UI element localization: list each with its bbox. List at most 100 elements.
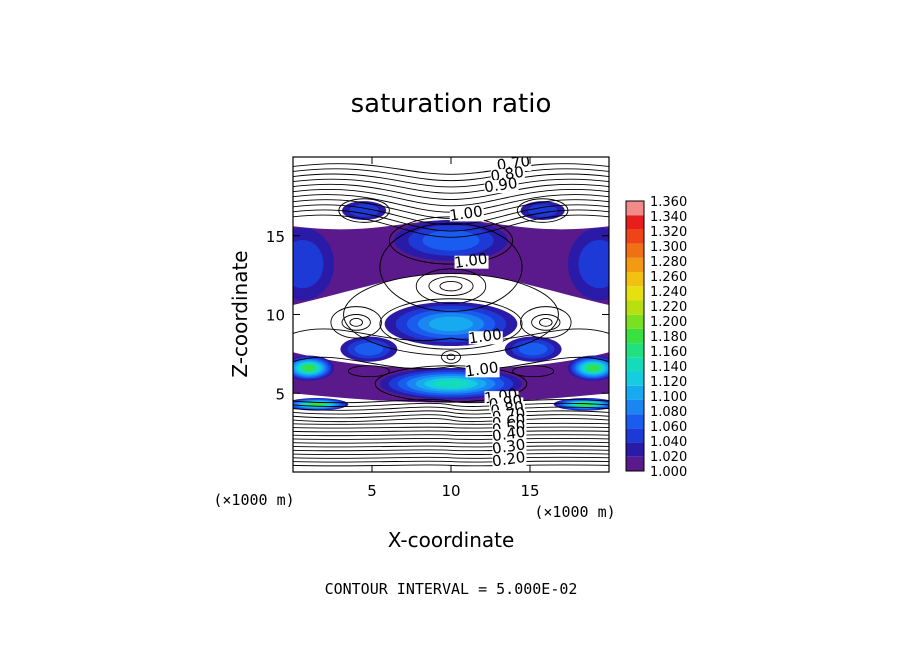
contour-line-closed xyxy=(343,273,559,356)
contour-label: 1.00 xyxy=(453,249,489,271)
colorbar-level-label: 1.160 xyxy=(650,345,687,360)
filled-region xyxy=(504,336,562,362)
contour-line-closed xyxy=(428,276,474,297)
contour-label-background xyxy=(492,454,527,468)
colorbar-swatch xyxy=(626,456,644,471)
colorbar-swatch xyxy=(626,343,644,358)
colorbar-level-label: 1.200 xyxy=(650,315,687,330)
contour-line-mid xyxy=(293,356,609,370)
contour-line-lower xyxy=(293,402,609,407)
filled-region xyxy=(340,336,398,362)
contour-line-closed xyxy=(349,317,363,327)
colorbar-level-label: 1.340 xyxy=(650,210,687,225)
filled-region-ring xyxy=(439,320,463,328)
filled-contours xyxy=(293,201,609,411)
contour-label: 0.80 xyxy=(489,163,525,185)
contour-line-lower xyxy=(293,430,609,433)
contour-line-upper xyxy=(293,173,609,188)
colorbar-swatch xyxy=(626,442,644,457)
contour-line-upper xyxy=(293,204,609,226)
contour-line-upper xyxy=(293,209,609,232)
colorbar-level-label: 1.180 xyxy=(650,330,687,345)
colorbar-swatch xyxy=(626,357,644,372)
colorbar-level-label: 1.300 xyxy=(650,240,687,255)
contour-label-background xyxy=(492,428,527,442)
filled-region-ring xyxy=(436,235,466,246)
contour-line-closed xyxy=(441,350,461,364)
colorbar-swatch xyxy=(626,371,644,386)
contour-label-background xyxy=(484,180,519,194)
contour-label: 0.20 xyxy=(491,448,527,470)
contour-label-background xyxy=(465,364,500,378)
filled-region-ring xyxy=(442,381,460,386)
contour-line-lower xyxy=(293,460,609,463)
contour-label: 0.30 xyxy=(491,435,527,457)
colorbar-swatch xyxy=(626,428,644,443)
contour-line-lower xyxy=(293,449,609,452)
contour-line-closed xyxy=(415,268,487,304)
filled-region xyxy=(293,355,335,381)
contour-line-closed xyxy=(539,317,553,327)
contour-label: 1.00 xyxy=(448,202,484,224)
y-axis-ticks: 5 10 15 xyxy=(266,228,609,403)
y-tick-label: 10 xyxy=(266,307,285,325)
colorbar-level-label: 1.320 xyxy=(650,225,687,240)
x-unit-label-left: (×1000 m) xyxy=(213,491,294,509)
contour-label-background xyxy=(497,158,532,172)
contour-line-upper xyxy=(293,188,609,207)
contour-line-closed xyxy=(330,306,382,339)
colorbar-level-label: 1.100 xyxy=(650,390,687,405)
contour-line-closed xyxy=(520,306,572,339)
colorbar-level-label: 1.360 xyxy=(650,195,687,210)
filled-region-ring xyxy=(526,346,541,353)
contour-line-lower xyxy=(293,426,609,429)
contour-line-lower xyxy=(293,399,609,404)
contour-line-upper xyxy=(293,183,609,200)
contour-line-closed xyxy=(338,198,390,223)
filled-region xyxy=(553,397,609,411)
contour-line-upper xyxy=(293,214,609,238)
colorbar-swatch xyxy=(626,215,644,230)
saturated-band-upper xyxy=(293,220,609,306)
y-tick-label: 5 xyxy=(275,385,285,403)
colorbar: 1.0001.0201.0401.0601.0801.1001.1201.140… xyxy=(625,195,687,480)
contour-line-lower xyxy=(293,434,609,437)
colorbar-level-label: 1.040 xyxy=(650,435,687,450)
contour-line-lower xyxy=(293,441,609,444)
contour-label-background xyxy=(449,208,484,222)
filled-region-ring xyxy=(361,346,376,353)
contour-label: 0.90 xyxy=(483,174,519,196)
colorbar-level-label: 1.140 xyxy=(650,360,687,375)
contour-line-closed xyxy=(531,314,561,331)
colorbar-level-label: 1.060 xyxy=(650,420,687,435)
colorbar-swatch xyxy=(626,286,644,301)
contour-line-upper xyxy=(293,168,609,182)
contour-line-upper xyxy=(293,163,609,175)
x-tick-label: 15 xyxy=(520,482,539,500)
colorbar-level-label: 1.220 xyxy=(650,300,687,315)
colorbar-swatch xyxy=(626,300,644,315)
colorbar-swatch xyxy=(626,257,644,273)
contour-line-lower xyxy=(293,445,609,448)
contour-interval-note: CONTOUR INTERVAL = 5.000E-02 xyxy=(325,580,578,598)
contour-line-lower xyxy=(293,456,609,459)
colorbar-swatch xyxy=(626,201,644,216)
contour-labels: 0.700.800.901.001.001.001.001.000.900.80… xyxy=(448,157,532,470)
colorbar-swatch xyxy=(626,243,644,258)
filled-region xyxy=(394,220,508,261)
colorbar-swatch xyxy=(626,399,644,415)
colorbar-level-label: 1.000 xyxy=(650,465,687,480)
contour-label-background xyxy=(468,331,503,345)
x-axis-label: X-coordinate xyxy=(388,528,515,552)
contour-line-lower xyxy=(293,422,609,425)
contour-line-lower xyxy=(293,406,609,411)
contour-line-lower xyxy=(293,453,609,456)
colorbar-swatch xyxy=(626,385,644,400)
colorbar-swatch xyxy=(626,414,644,429)
colorbar-level-label: 1.020 xyxy=(650,450,687,465)
contour-line-lower xyxy=(293,414,609,419)
x-tick-label: 5 xyxy=(367,482,377,500)
y-tick-label: 15 xyxy=(266,228,285,246)
colorbar-frame xyxy=(625,200,645,472)
filled-region-ring xyxy=(306,366,312,370)
